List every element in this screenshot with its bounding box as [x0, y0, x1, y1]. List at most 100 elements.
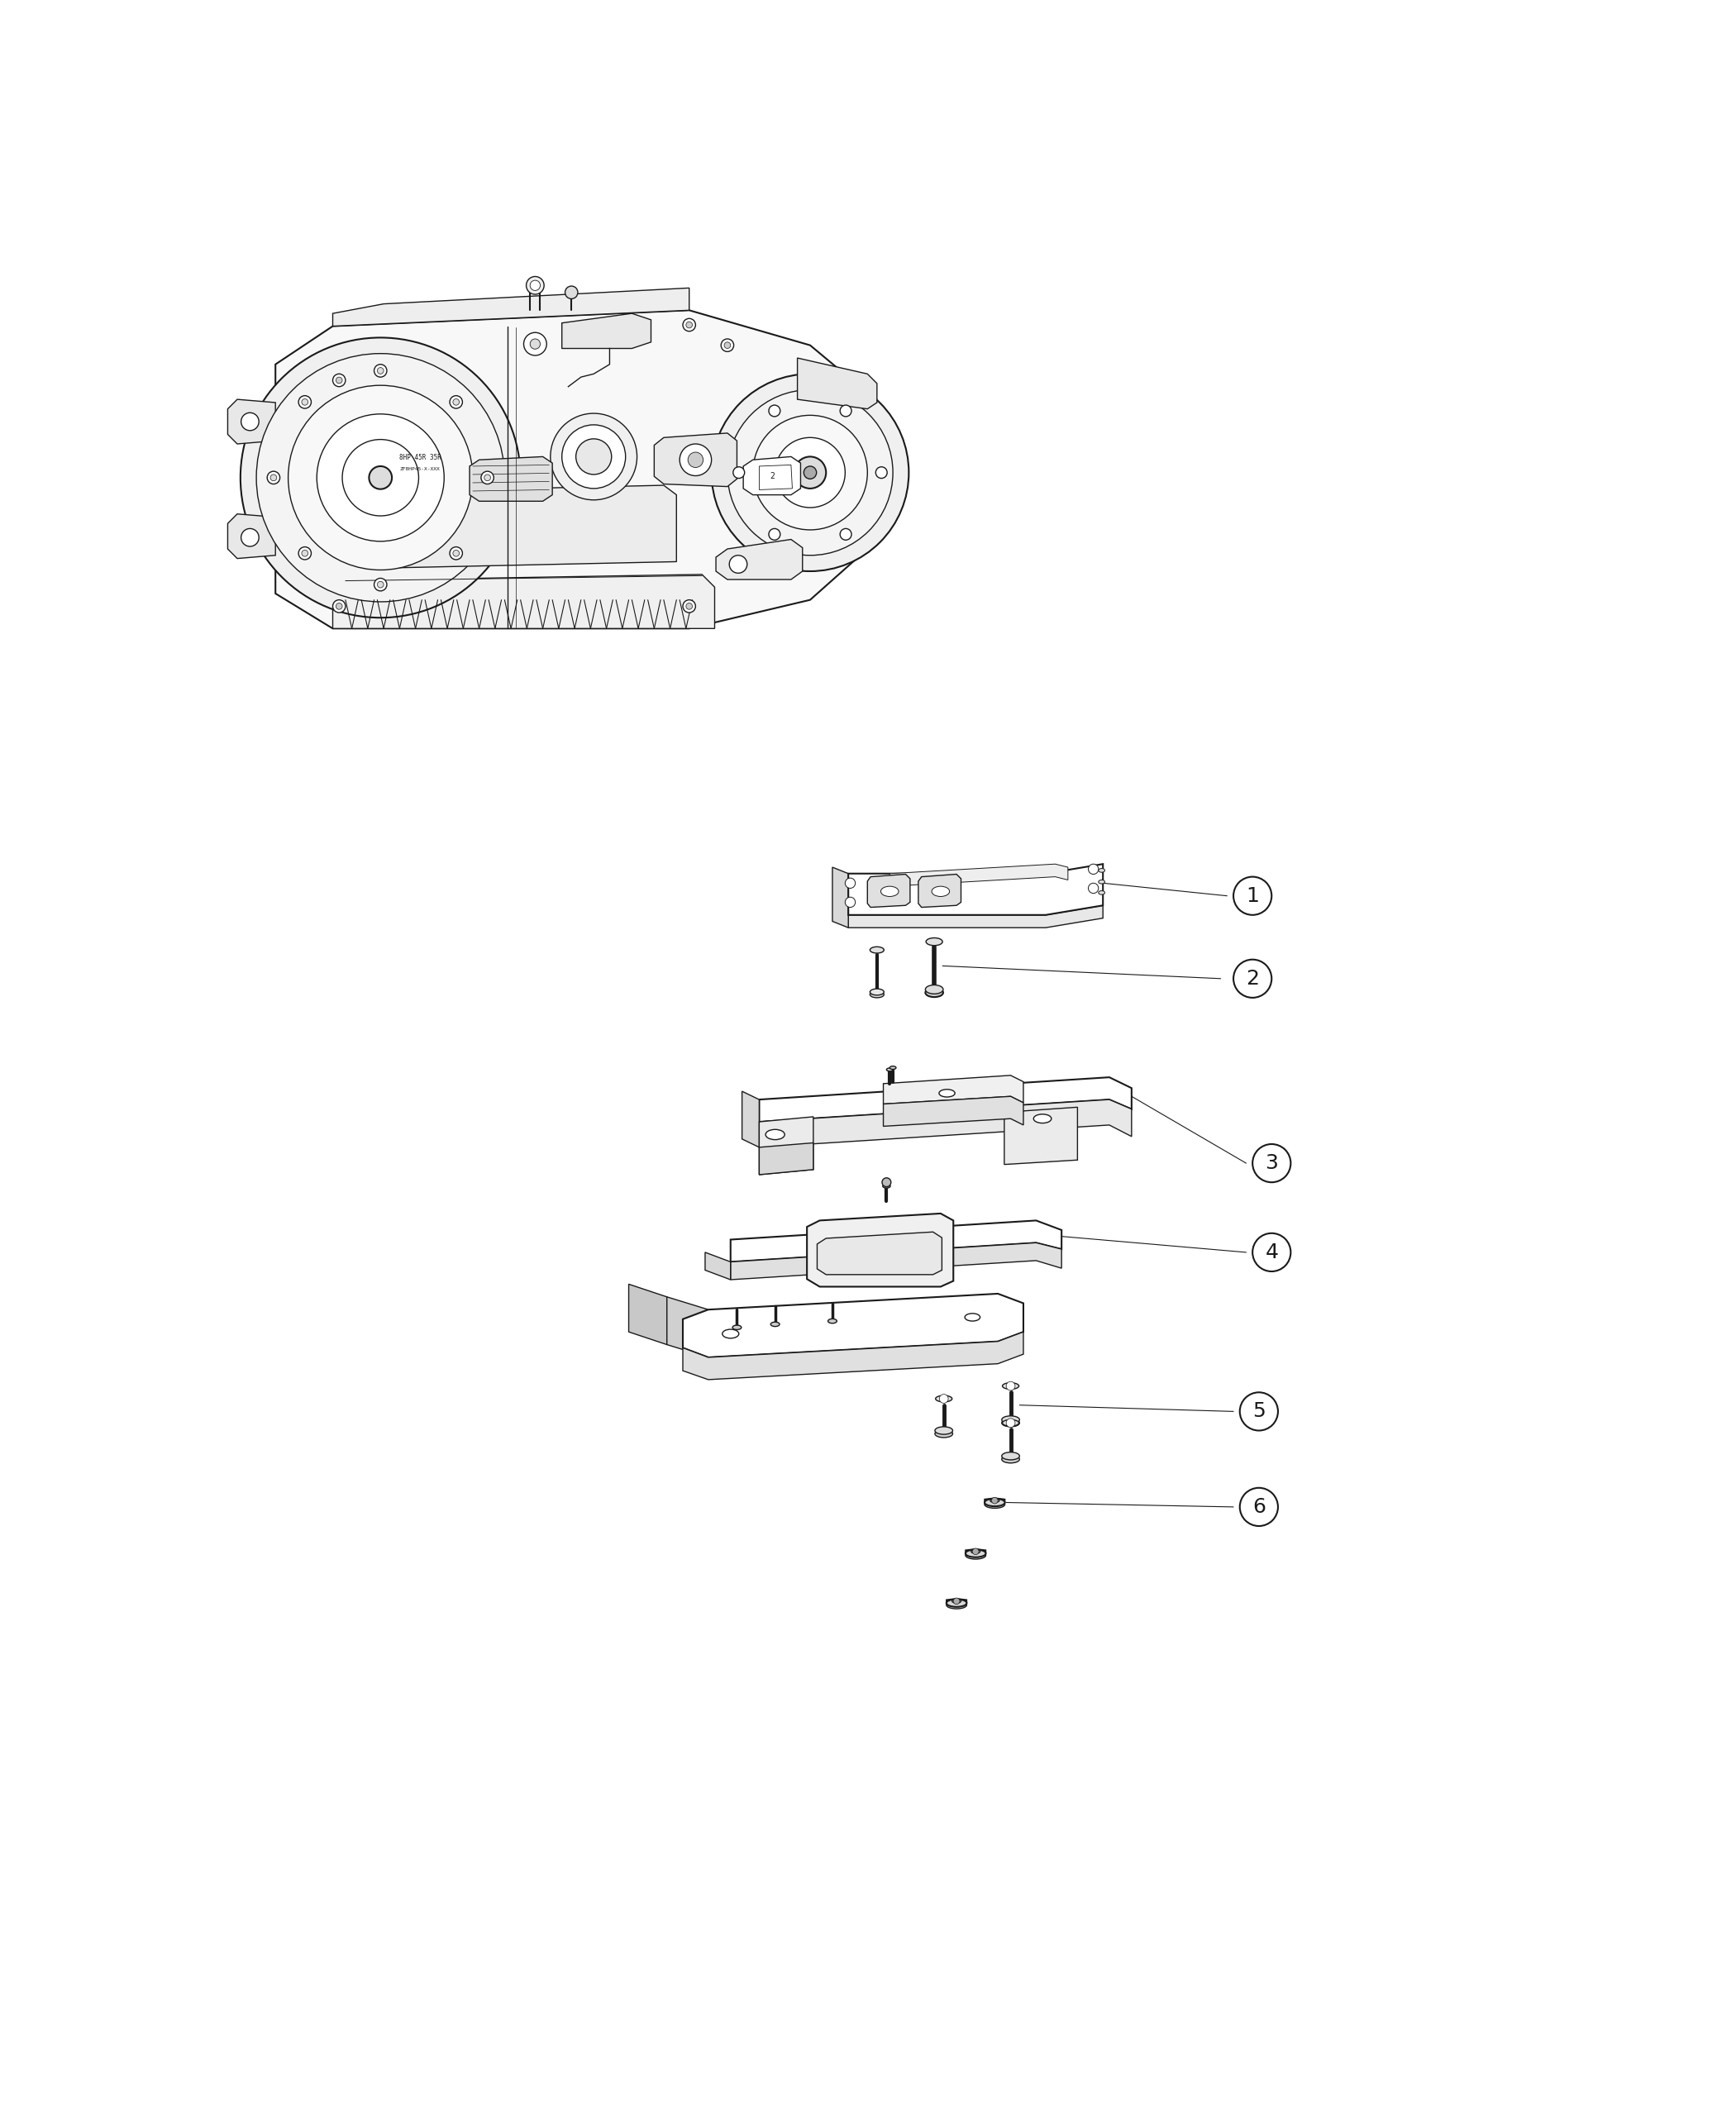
Circle shape [267, 472, 279, 485]
Ellipse shape [925, 938, 943, 946]
Ellipse shape [1002, 1419, 1019, 1427]
Circle shape [875, 466, 887, 479]
Ellipse shape [984, 1499, 1005, 1507]
Ellipse shape [870, 991, 884, 997]
Polygon shape [333, 573, 715, 628]
Ellipse shape [1099, 879, 1104, 883]
Circle shape [769, 405, 779, 417]
Ellipse shape [951, 1600, 962, 1602]
Polygon shape [654, 432, 738, 487]
Text: 6: 6 [1252, 1497, 1266, 1518]
Polygon shape [918, 875, 962, 906]
Ellipse shape [1002, 1383, 1019, 1389]
Circle shape [733, 466, 745, 479]
Circle shape [375, 578, 387, 590]
Circle shape [686, 323, 693, 329]
Circle shape [450, 396, 462, 409]
Polygon shape [884, 1096, 1024, 1126]
Ellipse shape [936, 1427, 953, 1433]
Text: 4: 4 [1266, 1242, 1278, 1263]
Circle shape [550, 413, 637, 500]
Ellipse shape [1099, 868, 1104, 873]
Polygon shape [375, 485, 677, 567]
Ellipse shape [946, 1600, 967, 1606]
Circle shape [1253, 1145, 1292, 1183]
Circle shape [727, 390, 892, 554]
Circle shape [377, 582, 384, 588]
Text: 3: 3 [1266, 1153, 1278, 1174]
Circle shape [562, 426, 625, 489]
Circle shape [342, 438, 418, 516]
Circle shape [453, 550, 460, 557]
Ellipse shape [870, 989, 884, 995]
Polygon shape [849, 906, 1102, 928]
Circle shape [564, 287, 578, 299]
Ellipse shape [932, 885, 950, 896]
Polygon shape [705, 1252, 731, 1280]
Circle shape [991, 1497, 998, 1503]
Circle shape [1240, 1393, 1278, 1431]
Circle shape [450, 546, 462, 559]
Circle shape [1253, 1233, 1292, 1271]
Ellipse shape [925, 984, 943, 993]
Circle shape [682, 318, 696, 331]
Polygon shape [731, 1221, 1062, 1263]
Circle shape [769, 529, 779, 540]
Circle shape [302, 398, 307, 405]
Text: 2: 2 [769, 472, 774, 481]
Circle shape [241, 413, 259, 430]
Circle shape [299, 396, 311, 409]
Circle shape [257, 354, 505, 601]
Ellipse shape [880, 885, 899, 896]
Polygon shape [1003, 1421, 1017, 1425]
Polygon shape [667, 1296, 708, 1358]
Circle shape [529, 339, 540, 350]
Circle shape [687, 453, 703, 468]
Circle shape [681, 445, 712, 476]
Circle shape [316, 413, 444, 542]
Polygon shape [759, 1100, 1132, 1147]
Ellipse shape [733, 1326, 741, 1330]
Polygon shape [759, 1117, 812, 1174]
Ellipse shape [722, 1330, 740, 1339]
Circle shape [526, 276, 543, 295]
Circle shape [337, 603, 342, 609]
Polygon shape [965, 1549, 986, 1554]
Circle shape [288, 386, 472, 569]
Circle shape [972, 1547, 979, 1556]
Text: 2: 2 [1246, 970, 1259, 989]
Circle shape [240, 337, 521, 618]
Ellipse shape [1002, 1452, 1019, 1461]
Polygon shape [871, 949, 884, 953]
Circle shape [729, 554, 746, 573]
Polygon shape [797, 358, 877, 409]
Polygon shape [628, 1284, 667, 1345]
Polygon shape [469, 457, 552, 502]
Ellipse shape [936, 1395, 951, 1402]
Circle shape [882, 1178, 891, 1187]
Polygon shape [227, 398, 276, 445]
Ellipse shape [771, 1322, 779, 1326]
Ellipse shape [1002, 1419, 1019, 1427]
Polygon shape [333, 289, 689, 327]
Circle shape [302, 550, 307, 557]
Circle shape [1234, 877, 1271, 915]
Polygon shape [927, 940, 941, 944]
Polygon shape [884, 1075, 1024, 1105]
Ellipse shape [887, 1069, 892, 1071]
Polygon shape [868, 875, 910, 906]
Ellipse shape [828, 1320, 837, 1324]
Polygon shape [1003, 1385, 1017, 1387]
Circle shape [271, 474, 276, 481]
Polygon shape [731, 1244, 1062, 1280]
Circle shape [795, 457, 826, 489]
Polygon shape [849, 864, 1102, 915]
Text: 1: 1 [1246, 885, 1259, 906]
Ellipse shape [889, 1067, 896, 1069]
Circle shape [953, 1598, 960, 1604]
Circle shape [1240, 1488, 1278, 1526]
Circle shape [753, 415, 868, 529]
Circle shape [840, 529, 851, 540]
Circle shape [333, 601, 345, 613]
Polygon shape [759, 1077, 1132, 1121]
